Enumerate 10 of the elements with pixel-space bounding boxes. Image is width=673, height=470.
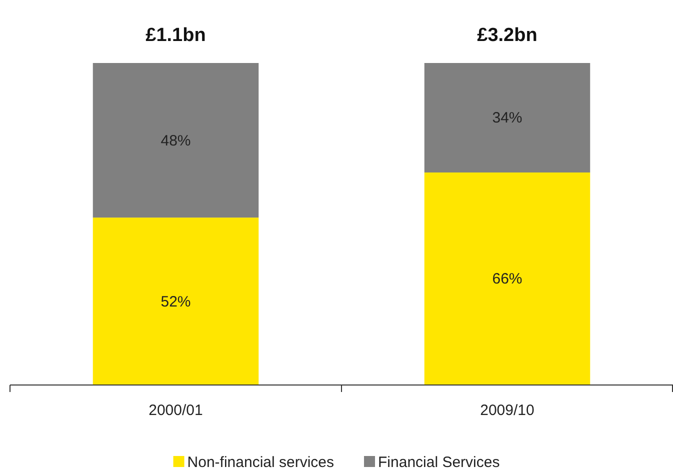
annotation: £1.1bn	[146, 25, 206, 46]
legend-label: Financial Services	[378, 454, 500, 470]
legend-label: Non-financial services	[187, 454, 334, 470]
x-tick-label: 2009/10	[480, 402, 534, 419]
annotation: £3.2bn	[477, 25, 538, 46]
x-tick-label: 2000/01	[148, 402, 203, 419]
data-label: 52%	[160, 293, 191, 310]
data-label: 48%	[160, 132, 191, 150]
data-label: 66%	[492, 270, 522, 288]
data-label: 34%	[492, 110, 522, 127]
